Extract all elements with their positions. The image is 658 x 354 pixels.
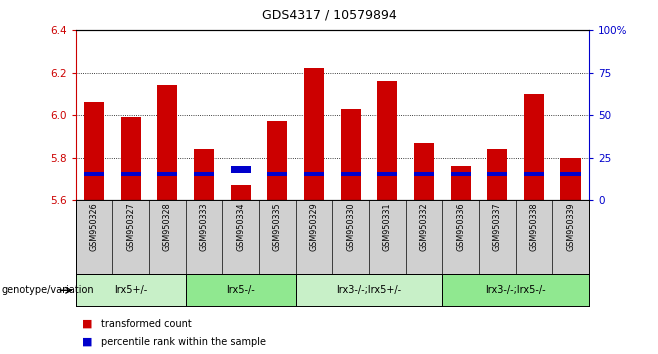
- Bar: [487, 172, 507, 176]
- Text: GSM950337: GSM950337: [493, 202, 502, 251]
- Bar: [120, 172, 141, 176]
- Text: lrx5+/-: lrx5+/-: [114, 285, 147, 295]
- Text: GDS4317 / 10579894: GDS4317 / 10579894: [262, 9, 396, 22]
- Bar: [451, 166, 470, 200]
- Text: ■: ■: [82, 319, 93, 329]
- Bar: [414, 143, 434, 200]
- Bar: [561, 172, 580, 176]
- Bar: [76, 274, 186, 306]
- Bar: [487, 149, 507, 200]
- Text: GSM950335: GSM950335: [273, 202, 282, 251]
- Bar: [524, 172, 544, 176]
- Text: ■: ■: [82, 337, 93, 347]
- Text: GSM950327: GSM950327: [126, 202, 135, 251]
- Text: GSM950328: GSM950328: [163, 202, 172, 251]
- Bar: [524, 94, 544, 200]
- Bar: [267, 172, 288, 176]
- Text: genotype/variation: genotype/variation: [1, 285, 94, 295]
- Text: GSM950336: GSM950336: [456, 202, 465, 251]
- Text: GSM950339: GSM950339: [566, 202, 575, 251]
- Bar: [157, 85, 178, 200]
- Bar: [377, 81, 397, 200]
- Bar: [414, 172, 434, 176]
- Bar: [230, 166, 251, 173]
- Bar: [442, 274, 589, 306]
- Bar: [194, 149, 214, 200]
- Bar: [341, 109, 361, 200]
- Bar: [194, 172, 214, 176]
- Text: GSM950326: GSM950326: [89, 202, 99, 251]
- Bar: [377, 172, 397, 176]
- Bar: [451, 172, 470, 176]
- Bar: [84, 102, 104, 200]
- Bar: [295, 274, 442, 306]
- Text: lrx5-/-: lrx5-/-: [226, 285, 255, 295]
- Bar: [304, 172, 324, 176]
- Text: GSM950331: GSM950331: [383, 202, 392, 251]
- Bar: [230, 185, 251, 200]
- Text: GSM950329: GSM950329: [309, 202, 318, 251]
- Text: GSM950332: GSM950332: [419, 202, 428, 251]
- Bar: [120, 117, 141, 200]
- Bar: [304, 68, 324, 200]
- Bar: [561, 158, 580, 200]
- Bar: [157, 172, 178, 176]
- Bar: [84, 172, 104, 176]
- Text: GSM950338: GSM950338: [530, 202, 538, 251]
- Text: percentile rank within the sample: percentile rank within the sample: [101, 337, 266, 347]
- Text: transformed count: transformed count: [101, 319, 191, 329]
- Text: lrx3-/-;lrx5-/-: lrx3-/-;lrx5-/-: [486, 285, 546, 295]
- Bar: [267, 121, 288, 200]
- Bar: [341, 172, 361, 176]
- Text: GSM950330: GSM950330: [346, 202, 355, 251]
- Text: GSM950333: GSM950333: [199, 202, 209, 251]
- Text: GSM950334: GSM950334: [236, 202, 245, 251]
- Bar: [186, 274, 295, 306]
- Text: lrx3-/-;lrx5+/-: lrx3-/-;lrx5+/-: [336, 285, 401, 295]
